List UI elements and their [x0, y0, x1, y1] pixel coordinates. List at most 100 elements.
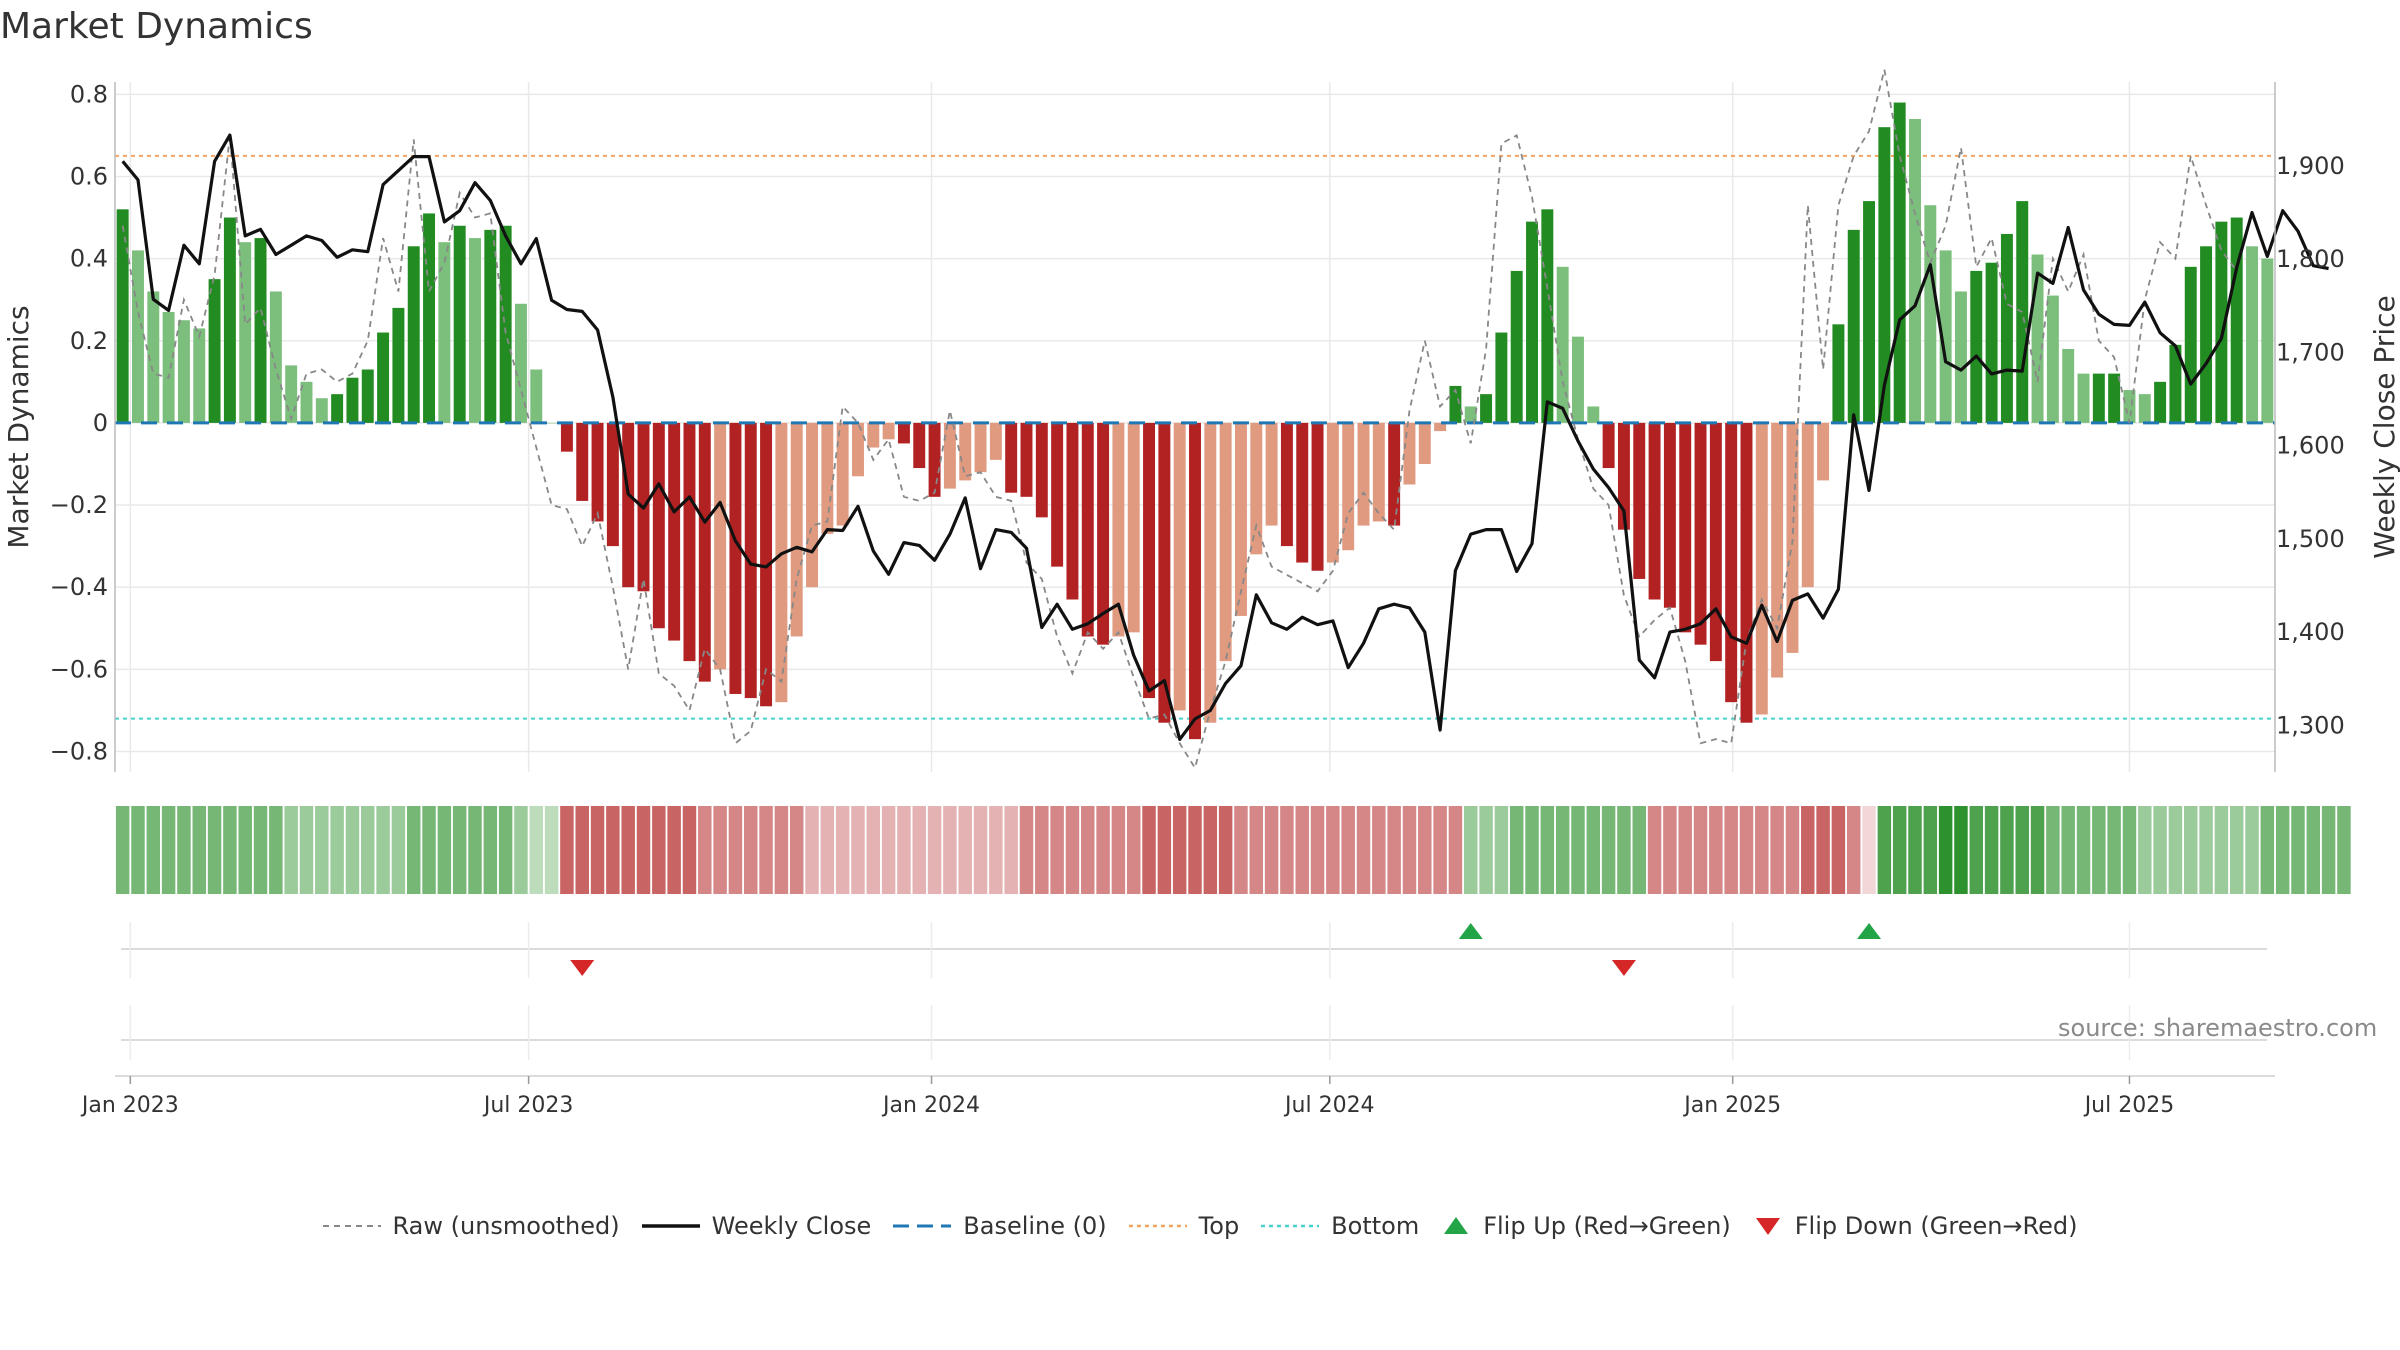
ribbon-cell: [1019, 806, 1034, 894]
ribbon-cell: [1801, 806, 1815, 894]
ribbon-cell: [514, 806, 528, 894]
bar-market-dynamics: [1081, 422, 1094, 637]
legend-swatch-raw: [322, 1225, 381, 1227]
bar-market-dynamics: [2230, 217, 2243, 423]
bar-market-dynamics: [836, 422, 849, 526]
bar-market-dynamics: [499, 225, 512, 423]
y-tick-label-left: 0.6: [70, 162, 108, 190]
ribbon-cell: [483, 806, 498, 894]
bar-market-dynamics: [2184, 266, 2197, 423]
legend-swatch-top: [1128, 1224, 1187, 1228]
ribbon-cell: [1418, 806, 1432, 894]
ribbon-cell: [2015, 806, 2029, 894]
bar-market-dynamics: [162, 312, 175, 423]
ribbon-cell: [2153, 806, 2167, 894]
bar-market-dynamics: [453, 225, 466, 423]
close-series: [121, 133, 2329, 742]
ribbon-cell: [1111, 806, 1126, 894]
legend: Raw (unsmoothed) Weekly Close Baseline (…: [0, 1200, 2400, 1252]
ribbon-cell: [927, 806, 942, 894]
ribbon-cell: [1356, 806, 1371, 894]
bar-market-dynamics: [1495, 332, 1508, 423]
y-tick-label-left: −0.8: [50, 737, 108, 765]
bar-market-dynamics: [300, 381, 313, 423]
ribbon-cell: [299, 806, 314, 894]
bar-market-dynamics: [514, 303, 527, 423]
ribbon-cell: [989, 806, 1003, 894]
bar-market-dynamics: [1725, 422, 1738, 703]
ribbon-cell: [146, 806, 161, 894]
ribbon-cell: [698, 806, 712, 894]
ribbon-cell: [1433, 806, 1447, 894]
y-tick-label-right: 1,400: [2276, 618, 2345, 646]
bar-market-dynamics: [1817, 422, 1830, 481]
y-tick-label-left: 0.2: [70, 327, 108, 355]
legend-label-bottom: Bottom: [1331, 1212, 1420, 1240]
ribbon-cell: [2076, 806, 2091, 894]
ribbon-cell: [223, 806, 237, 894]
ribbon-cell: [1892, 806, 1907, 894]
ribbon-cell: [652, 806, 666, 894]
ribbon-cell: [330, 806, 344, 894]
ribbon-cell: [1326, 806, 1340, 894]
ribbon-cell: [835, 806, 850, 894]
legend-item-flip-up: Flip Up (Red→Green): [1441, 1212, 1731, 1240]
ribbon-cell: [2000, 806, 2014, 894]
ribbon-cell: [1509, 806, 1524, 894]
flip-up-marker: [1458, 923, 1483, 939]
legend-swatch-baseline: [893, 1224, 952, 1228]
ribbon-cell: [1617, 806, 1631, 894]
ribbon-cell: [590, 806, 605, 894]
bar-market-dynamics: [147, 291, 160, 423]
ribbon-cell: [1785, 806, 1800, 894]
ribbon-cell: [406, 806, 421, 894]
bar-market-dynamics: [1985, 262, 1998, 423]
ribbon-cell: [2122, 806, 2137, 894]
ribbon-cell: [207, 806, 222, 894]
bar-market-dynamics: [1663, 422, 1676, 608]
bar-market-dynamics: [714, 422, 727, 670]
ribbon-cell: [881, 806, 896, 894]
bar-market-dynamics: [1372, 422, 1385, 522]
ribbon-cell: [452, 806, 467, 894]
ribbon-cell: [376, 806, 390, 894]
bar-market-dynamics: [1832, 324, 1845, 423]
ribbon-cell: [1372, 806, 1386, 894]
ribbon-cell: [1081, 806, 1095, 894]
ribbon-cell: [851, 806, 865, 894]
bar-market-dynamics: [1648, 422, 1661, 600]
bar-market-dynamics: [361, 369, 374, 423]
y-tick-label-left: −0.6: [50, 655, 108, 683]
bar-market-dynamics: [1740, 422, 1753, 723]
bar-market-dynamics: [469, 238, 481, 423]
ribbon-cell: [1938, 806, 1953, 894]
ribbon-cell: [866, 806, 881, 894]
chart-title: Market Dynamics: [0, 6, 313, 47]
ribbon-cell: [912, 806, 926, 894]
ribbon-cell: [2184, 806, 2198, 894]
ribbon-cell: [2260, 806, 2275, 894]
bar-market-dynamics: [806, 422, 818, 588]
x-axis: Jan 2023 Jul 2023 Jan 2024 Jul 2024 Jan 2025…: [80, 1075, 2275, 1118]
ribbon-cell: [2229, 806, 2244, 894]
ribbon-cell: [667, 806, 681, 894]
weekly-close-line: [121, 133, 2329, 742]
bar-market-dynamics: [530, 369, 543, 423]
ribbon-cell: [1678, 806, 1692, 894]
bar-market-dynamics: [2000, 233, 2013, 423]
raw-series: [121, 69, 2238, 771]
ribbon-cell: [1341, 806, 1355, 894]
legend-swatch-close: [641, 1224, 700, 1228]
bar-market-dynamics: [1526, 221, 1538, 423]
ribbon-cell: [1709, 806, 1723, 894]
source-note: source: sharemaestro.com: [2058, 1014, 2378, 1042]
y-tick-label-right: 1,700: [2276, 338, 2345, 366]
ribbon-cell: [253, 806, 268, 894]
ribbon-cell: [774, 806, 789, 894]
ribbon-cell: [1540, 806, 1555, 894]
bar-market-dynamics: [1403, 422, 1416, 485]
bar-market-dynamics: [1464, 406, 1477, 423]
bar-market-dynamics: [2261, 258, 2274, 423]
bar-market-dynamics: [1127, 422, 1140, 633]
bar-market-dynamics: [943, 422, 956, 489]
